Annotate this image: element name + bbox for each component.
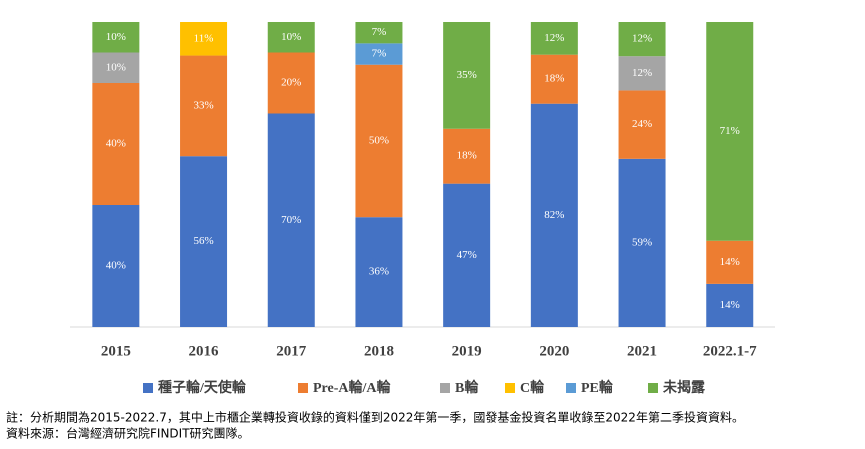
bar-segment xyxy=(706,283,754,327)
bar-segment xyxy=(618,56,666,91)
bar-segment xyxy=(355,22,403,44)
bar-segment xyxy=(180,22,228,56)
x-tick-label: 2016 xyxy=(189,343,220,359)
bar-segment xyxy=(355,217,403,327)
bar-segment xyxy=(443,128,491,184)
legend-label: B輪 xyxy=(455,379,479,396)
data-label: 14% xyxy=(720,299,740,311)
bar-segment xyxy=(92,205,140,327)
data-label: 18% xyxy=(544,73,564,85)
data-label: 47% xyxy=(457,249,477,261)
legend-swatch xyxy=(648,383,658,393)
data-label: 59% xyxy=(632,236,652,248)
bar-segment xyxy=(618,90,666,159)
bar-segment xyxy=(618,22,666,57)
data-label: 24% xyxy=(632,118,652,130)
legend-swatch xyxy=(505,383,515,393)
bar-segment xyxy=(530,54,578,104)
data-label: 50% xyxy=(369,134,389,146)
legend-swatch xyxy=(566,383,576,393)
bar-segment xyxy=(267,113,315,327)
bar-segment xyxy=(92,22,140,53)
data-label: 7% xyxy=(372,26,387,38)
bar-segment xyxy=(355,43,403,65)
data-label: 56% xyxy=(193,235,213,247)
data-label: 40% xyxy=(106,138,126,150)
bar-segment xyxy=(267,52,315,114)
data-label: 10% xyxy=(106,31,126,43)
data-label: 70% xyxy=(281,214,301,226)
x-tick-label: 2018 xyxy=(364,343,394,359)
bar-segment xyxy=(180,55,228,157)
bar-segment xyxy=(180,156,228,327)
legend-label: C輪 xyxy=(520,379,545,396)
data-label: 82% xyxy=(544,209,564,221)
data-label: 10% xyxy=(281,31,301,43)
legend-label: Pre-A輪/A輪 xyxy=(313,379,391,396)
data-label: 11% xyxy=(194,32,214,44)
x-tick-label: 2017 xyxy=(276,343,307,359)
data-label: 10% xyxy=(106,61,126,73)
data-label: 12% xyxy=(544,32,564,44)
data-label: 12% xyxy=(632,67,652,79)
bar-segment xyxy=(706,240,754,284)
bar-segment xyxy=(92,52,140,83)
bar-segment xyxy=(443,183,491,327)
legend-label: 種子輪/天使輪 xyxy=(158,379,247,396)
note: 資料來源：台灣經濟研究院FINDIT研究團隊。 xyxy=(6,426,250,441)
x-tick-label: 2019 xyxy=(452,343,482,359)
data-label: 7% xyxy=(372,48,387,60)
x-tick-label: 2020 xyxy=(539,343,569,359)
bar-segment xyxy=(706,22,754,241)
bar-segment xyxy=(443,22,491,129)
bar-segment xyxy=(267,22,315,53)
data-label: 20% xyxy=(281,77,301,89)
bar-segment xyxy=(618,158,666,327)
legend-label: 未揭露 xyxy=(663,379,706,396)
data-label: 14% xyxy=(720,256,740,268)
legend-swatch xyxy=(143,383,153,393)
data-label: 36% xyxy=(369,266,389,278)
data-label: 33% xyxy=(193,99,213,111)
note: 註：分析期間為2015-2022.7，其中上市櫃企業轉投資收錄的資料僅到2022… xyxy=(6,410,744,425)
legend-swatch xyxy=(440,383,450,393)
bar-segment xyxy=(92,83,140,205)
bar-segment xyxy=(530,22,578,55)
x-tick-label: 2022.1-7 xyxy=(703,343,757,359)
data-label: 71% xyxy=(720,125,740,137)
x-tick-label: 2021 xyxy=(627,343,657,359)
bar-segment xyxy=(530,103,578,327)
data-label: 18% xyxy=(457,150,477,162)
bar-segment xyxy=(355,64,403,218)
legend-swatch xyxy=(298,383,308,393)
data-label: 35% xyxy=(457,69,477,81)
data-label: 12% xyxy=(632,33,652,45)
data-label: 40% xyxy=(106,260,126,272)
x-tick-label: 2015 xyxy=(101,343,131,359)
legend-label: PE輪 xyxy=(581,379,614,396)
